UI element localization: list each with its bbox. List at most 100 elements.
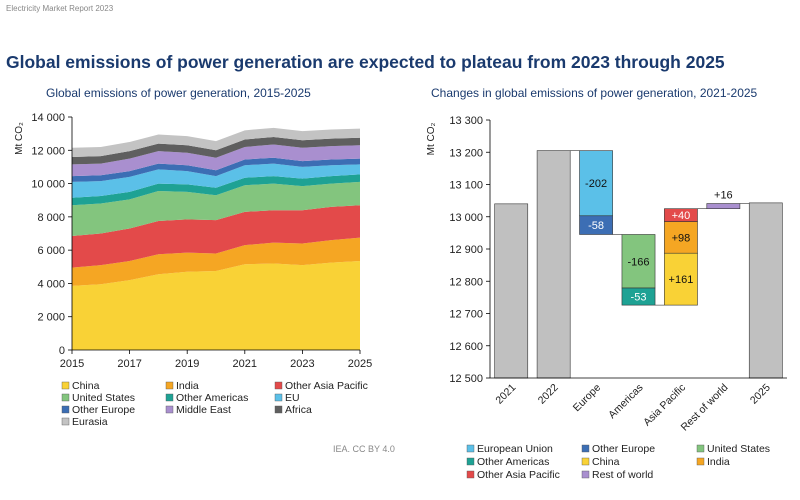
legend-label-other-americas: Other Americas xyxy=(477,456,549,468)
total-bar-2022 xyxy=(536,150,571,379)
area-china xyxy=(72,260,360,350)
legend-label-eu: EU xyxy=(285,392,300,404)
y-tick-label: 10 000 xyxy=(31,179,65,191)
legend-label-africa: Africa xyxy=(285,404,312,416)
data-label-india: +98 xyxy=(672,232,691,244)
legend-swatch-china xyxy=(581,457,590,466)
step-bar-other-europe xyxy=(579,215,613,235)
area-eu xyxy=(72,163,360,198)
legend-label-eurasia: Eurasia xyxy=(72,416,108,428)
area-middle-east xyxy=(72,144,360,177)
legend-swatch-united-states xyxy=(61,393,70,402)
x-category-label: Americas xyxy=(606,382,645,421)
legend-swatch-other-europe xyxy=(61,405,70,414)
legend-label-china: China xyxy=(72,380,100,392)
legend-swatch-india xyxy=(696,457,705,466)
legend-label-other-europe: Other Europe xyxy=(592,443,655,455)
y-tick-label: 12 700 xyxy=(449,309,483,321)
legend-label-other-europe: Other Europe xyxy=(72,404,135,416)
legend-label-middle-east: Middle East xyxy=(176,404,231,416)
area-united-states xyxy=(72,181,360,236)
total-bar-2021 xyxy=(494,203,529,379)
y-tick-label: 12 600 xyxy=(449,341,483,353)
legend-label-india: India xyxy=(707,456,730,468)
area-other-asia-pacific xyxy=(72,205,360,268)
legend-swatch-european-union xyxy=(466,444,475,453)
y-tick-label: 12 800 xyxy=(449,276,483,288)
x-category-label: 2025 xyxy=(748,382,773,407)
y-tick-label: 12 500 xyxy=(449,373,483,385)
y-tick-label: 6 000 xyxy=(37,245,65,257)
legend-swatch-eu xyxy=(274,393,283,402)
area-india xyxy=(72,237,360,286)
legend-swatch-eurasia xyxy=(61,417,70,426)
x-tick-label: 2025 xyxy=(348,358,372,370)
legend-label-india: India xyxy=(176,380,199,392)
area-eurasia xyxy=(72,127,360,157)
legend-label-other-asia-pacific: Other Asia Pacific xyxy=(285,380,368,392)
area-other-europe xyxy=(72,157,360,182)
right-chart-title: Changes in global emissions of power gen… xyxy=(431,86,758,100)
legend-swatch-middle-east xyxy=(165,405,174,414)
x-tick-label: 2023 xyxy=(290,358,314,370)
y-tick-label: 2 000 xyxy=(37,312,65,324)
x-category-label: Europe xyxy=(571,382,604,415)
legend-swatch-other-asia-pacific xyxy=(466,470,475,479)
legend-label-other-asia-pacific: Other Asia Pacific xyxy=(477,469,560,481)
legend-swatch-rest-of-world xyxy=(581,470,590,479)
legend-swatch-other-americas xyxy=(165,393,174,402)
area-other-americas xyxy=(72,174,360,206)
legend-swatch-other-asia-pacific xyxy=(274,381,283,390)
total-bar-2025 xyxy=(748,202,783,379)
data-label-united-states: -166 xyxy=(627,256,649,268)
area-africa xyxy=(72,136,360,165)
step-bar-other-americas xyxy=(621,287,656,306)
legend-label-united-states: United States xyxy=(72,392,135,404)
legend-label-united-states: United States xyxy=(707,443,770,455)
data-label-china: +161 xyxy=(669,274,694,286)
x-tick-label: 2017 xyxy=(117,358,141,370)
x-category-label: 2022 xyxy=(536,382,561,407)
y-tick-label: 13 300 xyxy=(449,115,483,127)
left-chart-title: Global emissions of power generation, 20… xyxy=(46,86,311,100)
data-label-rest-of-world: +16 xyxy=(714,190,733,202)
y-tick-label: 12 900 xyxy=(449,244,483,256)
data-label-other-europe: -58 xyxy=(588,220,604,232)
legend-swatch-other-europe xyxy=(581,444,590,453)
y-tick-label: 13 100 xyxy=(449,180,483,192)
x-category-label: 2021 xyxy=(493,382,518,407)
y-tick-label: 12 000 xyxy=(31,145,65,157)
y-tick-label: 13 200 xyxy=(449,147,483,159)
legend-swatch-china xyxy=(61,381,70,390)
y-tick-label: 14 000 xyxy=(31,112,65,124)
legend-swatch-other-americas xyxy=(466,457,475,466)
page-title: Global emissions of power generation are… xyxy=(6,52,725,72)
data-label-european-union: -202 xyxy=(585,178,607,190)
y-axis-label: Mt CO₂ xyxy=(426,123,437,156)
legend-swatch-india xyxy=(165,381,174,390)
x-tick-label: 2021 xyxy=(233,358,257,370)
legend-label-european-union: European Union xyxy=(477,443,553,455)
legend-label-rest-of-world: Rest of world xyxy=(592,469,653,481)
step-bar-other-asia-pacific xyxy=(664,208,698,222)
step-bar-rest-of-world xyxy=(706,203,741,209)
step-bar-european-union xyxy=(579,150,613,217)
y-tick-label: 13 000 xyxy=(449,212,483,224)
legend-label-other-americas: Other Americas xyxy=(176,392,248,404)
report-name: Electricity Market Report 2023 xyxy=(6,4,114,13)
data-label-other-americas: -53 xyxy=(631,292,647,304)
y-tick-label: 0 xyxy=(59,345,65,357)
x-tick-label: 2019 xyxy=(175,358,199,370)
y-axis-label: Mt CO₂ xyxy=(14,122,25,155)
y-tick-label: 8 000 xyxy=(37,212,65,224)
step-bar-india xyxy=(664,221,698,254)
y-tick-label: 4 000 xyxy=(37,278,65,290)
x-tick-label: 2015 xyxy=(60,358,84,370)
step-bar-united-states xyxy=(621,234,656,289)
credit-text: IEA. CC BY 4.0 xyxy=(333,444,395,454)
data-label-other-asia-pacific: +40 xyxy=(672,210,691,222)
legend-swatch-united-states xyxy=(696,444,705,453)
legend-swatch-africa xyxy=(274,405,283,414)
